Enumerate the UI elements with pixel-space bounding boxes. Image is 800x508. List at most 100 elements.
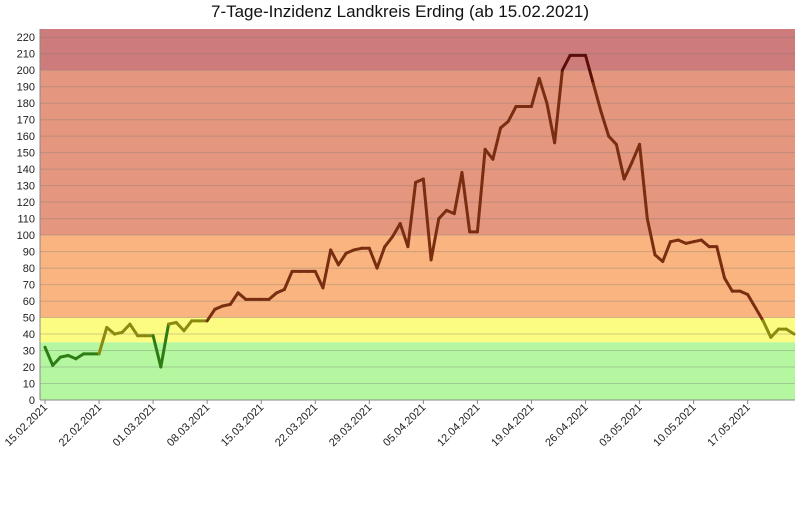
- line-segment: [483, 147, 495, 161]
- line-segment: [723, 276, 734, 293]
- x-tick-label: 10.05.2021: [651, 402, 698, 449]
- line-segment: [653, 253, 665, 263]
- line-segment: [699, 238, 711, 249]
- x-tick-label: 19.04.2021: [489, 402, 536, 449]
- x-tick-label: 12.04.2021: [435, 402, 482, 449]
- line-segment: [120, 322, 132, 334]
- x-tick-label: 26.04.2021: [543, 402, 590, 449]
- y-tick-label: 120: [17, 197, 35, 209]
- gridlines: [39, 29, 795, 401]
- line-segment: [661, 240, 672, 263]
- line-segment: [584, 53, 595, 85]
- line-segment: [406, 180, 418, 249]
- x-tick-label: 15.03.2021: [219, 402, 266, 449]
- line-segment: [128, 322, 140, 338]
- y-tick-label: 200: [17, 65, 35, 77]
- y-tick-label: 50: [23, 313, 35, 325]
- x-tick-label: 01.03.2021: [111, 402, 158, 449]
- line-segment: [105, 325, 116, 336]
- band-3: [40, 70, 795, 236]
- line-segment: [537, 76, 549, 105]
- line-segment: [607, 134, 618, 146]
- y-tick-label: 130: [17, 181, 35, 193]
- line-segment: [452, 170, 464, 216]
- line-segment: [599, 109, 611, 138]
- y-tick-label: 210: [17, 49, 35, 61]
- y-tick-label: 100: [17, 230, 35, 242]
- y-tick-label: 20: [23, 362, 35, 374]
- y-tick-label: 110: [17, 214, 35, 226]
- x-tick-label: 03.05.2021: [597, 402, 644, 449]
- line-segment: [367, 246, 379, 270]
- y-tick-label: 40: [23, 329, 35, 341]
- band-0: [40, 342, 795, 400]
- x-tick-label: 08.03.2021: [165, 402, 212, 449]
- y-tick-label: 10: [23, 379, 35, 391]
- line-segment: [622, 161, 634, 181]
- y-tick-label: 30: [23, 346, 35, 358]
- y-tick-label: 220: [17, 32, 35, 44]
- line-segment: [746, 292, 757, 310]
- y-tick-label: 80: [23, 263, 35, 275]
- line-segment: [228, 291, 240, 306]
- line-segment: [761, 319, 773, 339]
- x-tick-label: 17.05.2021: [705, 402, 752, 449]
- line-segment: [769, 327, 781, 339]
- line-segment: [74, 352, 86, 361]
- line-segment: [151, 334, 163, 369]
- y-tick-label: 150: [17, 148, 35, 160]
- line-segment: [236, 291, 248, 301]
- line-segment: [499, 119, 510, 130]
- line-segment: [715, 245, 727, 280]
- line-segment: [429, 217, 441, 262]
- line-segment: [43, 345, 55, 367]
- line-segment: [560, 53, 572, 72]
- line-segment: [267, 291, 279, 301]
- y-tick-label: 140: [17, 164, 35, 176]
- y-tick-label: 0: [29, 395, 35, 407]
- y-tick-label: 190: [17, 82, 35, 94]
- line-segment: [553, 68, 564, 145]
- line-segment: [313, 269, 325, 290]
- x-axis-ticks: 15.02.2021 22.02.2021 01.03.2021 08.03.2021…: [3, 400, 753, 449]
- y-axis-ticks: 0 10 20 30 40 50 60 70 80 90 100 110 120 130 140 150 160…: [17, 32, 35, 407]
- line-segment: [282, 269, 294, 292]
- incidence-line: [43, 53, 796, 369]
- line-segment: [97, 325, 109, 356]
- line-segment: [159, 322, 171, 369]
- line-segment: [375, 245, 387, 270]
- chart-title: 7-Tage-Inzidenz Landkreis Erding (ab 15.…: [210, 2, 590, 21]
- band-4: [40, 29, 795, 71]
- line-segment: [645, 217, 657, 257]
- y-tick-label: 170: [17, 115, 35, 127]
- x-tick-label: 15.02.2021: [3, 402, 50, 449]
- line-segment: [460, 170, 472, 234]
- line-segment: [51, 355, 62, 367]
- line-segment: [545, 101, 557, 145]
- x-tick-label: 05.04.2021: [381, 402, 428, 449]
- line-segment: [336, 251, 348, 267]
- line-segment: [491, 126, 503, 161]
- line-segment: [437, 208, 449, 221]
- x-tick-label: 22.03.2021: [273, 402, 320, 449]
- line-segment: [630, 142, 642, 165]
- line-segment: [475, 147, 487, 234]
- line-segment: [614, 142, 626, 181]
- incidence-bands: [40, 29, 795, 400]
- line-segment: [205, 307, 217, 323]
- y-tick-label: 160: [17, 131, 35, 143]
- line-segment: [383, 235, 394, 249]
- y-tick-label: 180: [17, 98, 35, 110]
- line-segment: [638, 142, 649, 221]
- x-tick-label: 22.02.2021: [57, 402, 104, 449]
- y-tick-label: 70: [23, 280, 35, 292]
- line-segment: [390, 222, 402, 239]
- band-2: [40, 235, 795, 318]
- line-segment: [329, 248, 340, 267]
- line-segment: [753, 306, 765, 323]
- line-segment: [591, 81, 603, 113]
- line-segment: [182, 319, 194, 333]
- line-segment: [321, 248, 333, 290]
- line-segment: [421, 177, 433, 262]
